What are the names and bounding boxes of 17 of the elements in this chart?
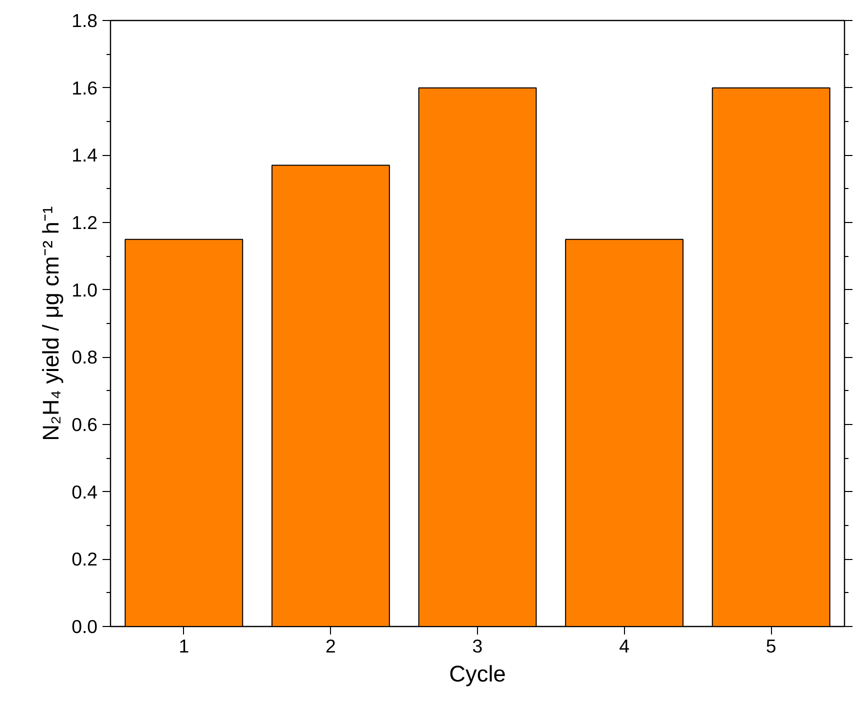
- x-tick-label: 3: [472, 636, 483, 656]
- y-tick-label: 1.0: [72, 279, 98, 300]
- x-tick-label: 2: [326, 636, 336, 656]
- y-tick-label: 1.6: [72, 77, 98, 98]
- x-tick-label: 5: [766, 636, 776, 656]
- y-tick-label: 0.8: [72, 346, 98, 368]
- y-tick-label: 0.4: [72, 481, 98, 502]
- y-tick-label: 1.2: [72, 212, 98, 233]
- y-tick-label: 0.6: [72, 414, 98, 435]
- y-tick-label: 1.4: [72, 144, 98, 166]
- y-axis-title: N₂H₄ yield / μg cm⁻² h⁻¹: [38, 206, 64, 441]
- y-tick-label: 0.0: [72, 616, 98, 637]
- x-axis-title: Cycle: [449, 660, 506, 686]
- x-tick-label: 1: [178, 636, 190, 656]
- y-tick-label: 1.8: [72, 10, 98, 31]
- x-tick-label: 4: [619, 636, 630, 656]
- y-tick-label: 0.2: [72, 548, 98, 570]
